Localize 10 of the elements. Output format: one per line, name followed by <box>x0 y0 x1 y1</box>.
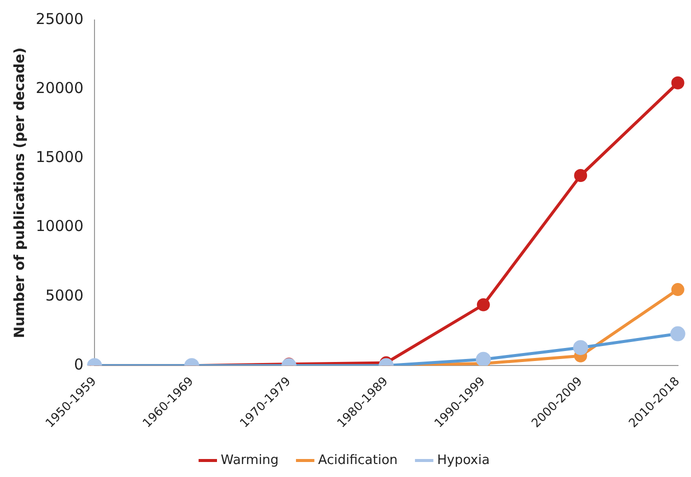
legend-label: Hypoxia <box>437 452 490 468</box>
y-axis-title: Number of publications (per decade) <box>12 47 28 338</box>
y-tick-label: 20000 <box>36 79 84 98</box>
y-tick-label: 15000 <box>36 148 84 166</box>
y-tick-label: 0 <box>74 355 84 374</box>
y-tick-label: 5000 <box>45 286 84 304</box>
y-tick-label: 25000 <box>36 10 84 28</box>
y-tick-label: 10000 <box>36 217 84 236</box>
legend-label: Warming <box>220 452 279 468</box>
legend-label: Acidification <box>318 452 398 468</box>
